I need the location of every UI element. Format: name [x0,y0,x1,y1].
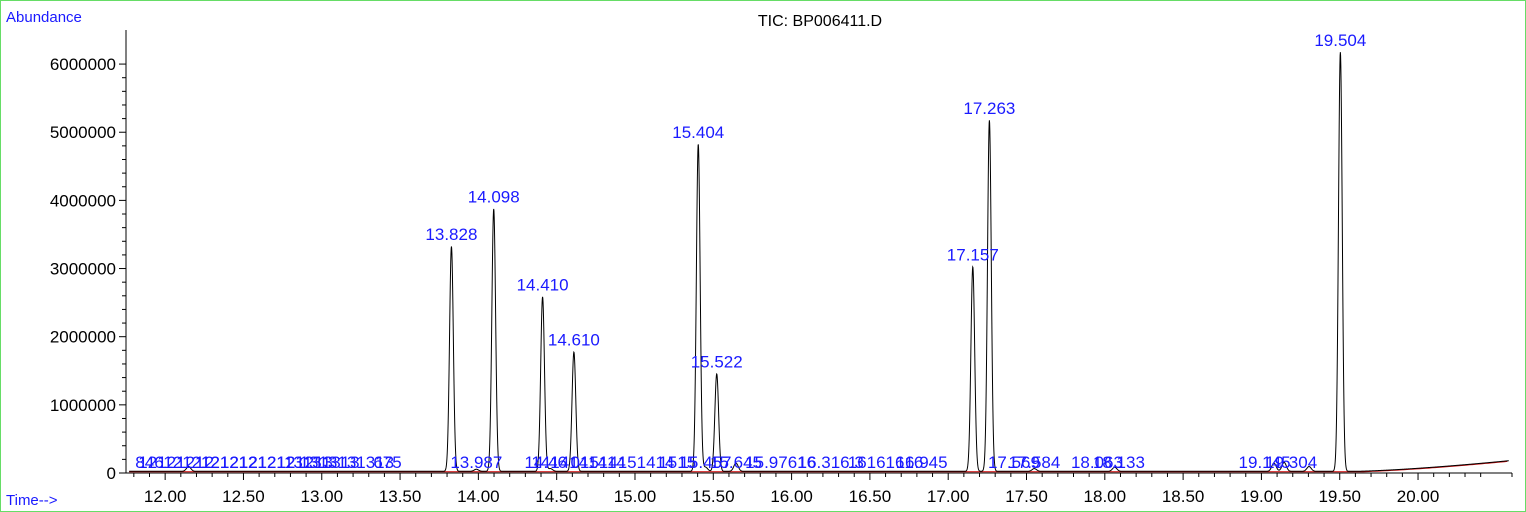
minor-peak-label: 17.569 [988,453,1040,472]
y-tick-label: 4000000 [50,191,116,210]
y-tick-label: 2000000 [50,328,116,347]
axes: 0 1000000 2000000 3000000 4000000 5000000 6000… [50,30,1513,506]
traces [129,52,1509,473]
minor-peak-label: 13131313 [284,453,360,472]
x-axis-title: Time--> [6,492,58,509]
peak-label: 17.263 [963,99,1015,118]
minor-peak-label: 01514151414 [570,453,674,472]
x-tick-label: 16.50 [849,487,892,506]
x-tick-label: 13.00 [300,487,343,506]
x-tick-label: 13.50 [379,487,422,506]
minor-peak-label: 1313131313 [300,453,395,472]
minor-peak-label: 16.316.3 [798,453,864,472]
x-tick-label: 17.50 [1005,487,1048,506]
y-tick-label: 5000000 [50,123,116,142]
minor-peak-label: 13.987 [450,453,502,472]
x-tick-label: 17.00 [927,487,970,506]
y-tick-label: 6000000 [50,55,116,74]
minor-peak-label: 14.46 [524,453,567,472]
peak-label: 13.828 [425,225,477,244]
minor-peak-label: 19.304 [1265,453,1317,472]
minor-peak-label: 18.133 [1093,453,1145,472]
x-tick-label: 19.50 [1318,487,1361,506]
minor-peak-label: 15.97616 [745,453,816,472]
y-tick-label: 1000000 [50,396,116,415]
peak-label: 15.404 [672,123,724,142]
minor-peak-label: 16.945 [896,453,948,472]
peak-label: 14.410 [517,276,569,295]
minor-peak-label: 675 [373,453,401,472]
chart-title: TIC: BP006411.D [758,13,882,30]
minor-peak-label: 15.457 [679,453,731,472]
peak-labels: 13.828 14.098 14.410 14.610 15.404 15.522 17.1… [135,31,1366,472]
minor-peak-label: 1414141414 [531,453,626,472]
minor-peak-label: 12121212 [138,453,214,472]
minor-peak-label: 846 [135,453,163,472]
peak-label: 19.504 [1314,31,1366,50]
minor-peak-label: 18.063 [1071,453,1123,472]
peak-label: 15.522 [691,353,743,372]
peak-label: 17.157 [947,246,999,265]
y-tick-label: 3000000 [50,260,116,279]
x-tick-label: 20.00 [1397,487,1440,506]
x-tick-label: 12.00 [144,487,187,506]
minor-peak-label: 1212121213 [238,453,333,472]
y-axis-title: Abundance [6,9,82,26]
minor-peak-label: 1515 [658,453,696,472]
x-tick-label: 18.00 [1084,487,1127,506]
minor-peak-label: 17.584 [1008,453,1060,472]
minor-peak-label: 16161616 [848,453,924,472]
minor-peak-label: 1212121212 [201,453,296,472]
x-tick-label: 15.50 [692,487,735,506]
x-tick-label: 16.00 [770,487,813,506]
peak-label: 14.610 [548,331,600,350]
x-tick-label: 18.50 [1162,487,1205,506]
y-tick-label: 0 [107,464,116,483]
tic-trace [129,52,1509,472]
x-tick-label: 14.00 [457,487,500,506]
x-tick-label: 12.50 [222,487,265,506]
minor-peak-label: 15.645 [710,453,762,472]
minor-peak-label: 19.145 [1239,453,1291,472]
x-tick-label: 14.50 [535,487,578,506]
x-tick-label: 15.00 [614,487,657,506]
x-tick-label: 19.00 [1240,487,1283,506]
peak-label: 14.098 [468,188,520,207]
minor-peak-label: 1212121212 [163,453,258,472]
